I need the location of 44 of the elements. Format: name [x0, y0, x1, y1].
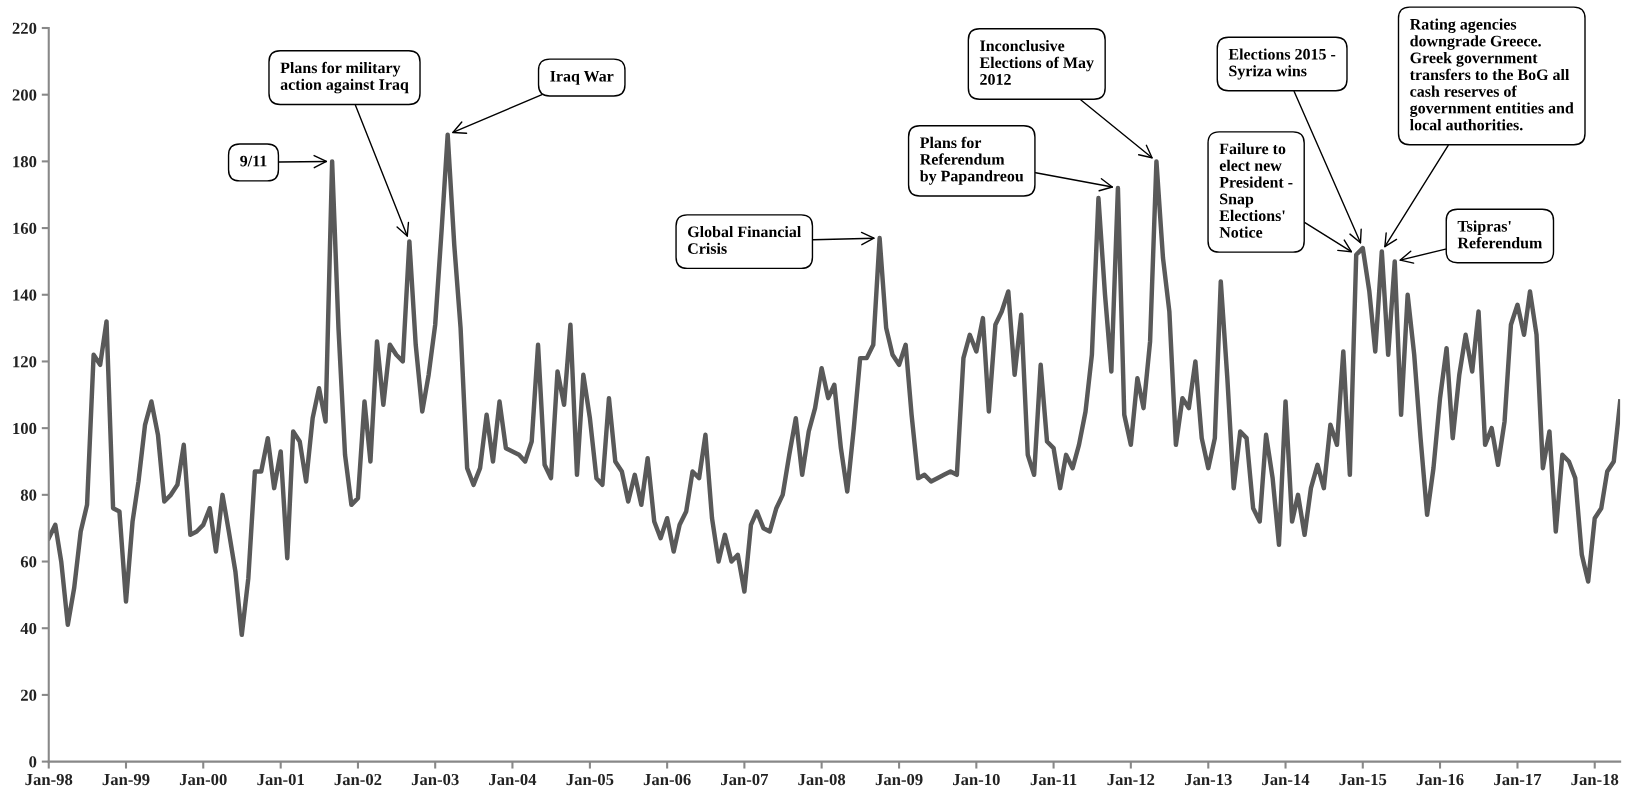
x-tick-label: Jan-11 — [1030, 773, 1077, 786]
y-tick-label: 200 — [12, 89, 37, 101]
line-series — [48, 132, 1621, 638]
annotation: Rating agencies downgrade Greece. Greek government transfers to the BoG all cash reserves of government entities and local authorities. — [1409, 18, 1574, 131]
y-tick-label: 20 — [20, 689, 37, 701]
y-tick-label: 180 — [13, 156, 37, 168]
y-tick-label: 140 — [13, 289, 37, 301]
y-tick-label: 160 — [13, 222, 37, 235]
annotation: Tsipras' Referendum — [1457, 220, 1543, 249]
x-tick-label: Jan-18 — [1571, 773, 1619, 786]
x-tick-label: Jan-15 — [1339, 773, 1387, 786]
x-tick-label: Jan-08 — [798, 773, 846, 786]
annotation: Failure to elect new President - Snap Elections' Notice — [1219, 143, 1293, 238]
x-tick-label: Jan-16 — [1416, 773, 1464, 786]
annotation: Global Financial Crisis — [688, 226, 801, 254]
x-tick-label: Jan-02 — [334, 773, 382, 786]
annotation: Inconclusive Elections of May 2012 — [979, 39, 1094, 85]
annotation: 9/11 — [240, 155, 267, 167]
y-tick-label: 80 — [20, 489, 37, 501]
y-tick-label: 120 — [13, 356, 37, 368]
x-tick-label: Jan-06 — [643, 773, 691, 786]
x-tick-label: Jan-05 — [566, 773, 614, 786]
x-tick-label: Jan-09 — [875, 773, 923, 786]
x-tick-label: Jan-98 — [25, 773, 73, 786]
x-tick-label: Jan-03 — [411, 773, 459, 786]
x-tick-label: Jan-10 — [953, 773, 1000, 786]
y-tick-label: 0 — [29, 756, 37, 768]
annotation: Plans for Referendum by Papandreou — [919, 136, 1024, 185]
x-tick-label: Jan-01 — [257, 773, 304, 786]
x-tick-label: Jan-99 — [102, 773, 150, 786]
x-tick-label: Jan-04 — [489, 773, 537, 786]
x-tick-label: Jan-17 — [1494, 773, 1542, 786]
annotation: Iraq War — [550, 70, 614, 85]
x-tick-label: Jan-14 — [1262, 773, 1310, 786]
x-tick-label: Jan-12 — [1107, 773, 1155, 786]
x-tick-label: Jan-07 — [721, 773, 769, 786]
y-tick-label: 220 — [12, 22, 37, 34]
annotation: Elections 2015 - Syriza wins — [1228, 48, 1336, 80]
annotation: Plans for military action against Iraq — [280, 61, 409, 94]
y-tick-label: 40 — [20, 622, 37, 635]
x-tick-label: Jan-00 — [179, 773, 227, 786]
y-tick-label: 60 — [20, 556, 37, 568]
x-tick-label: Jan-13 — [1184, 773, 1232, 786]
y-tick-label: 100 — [13, 422, 37, 435]
